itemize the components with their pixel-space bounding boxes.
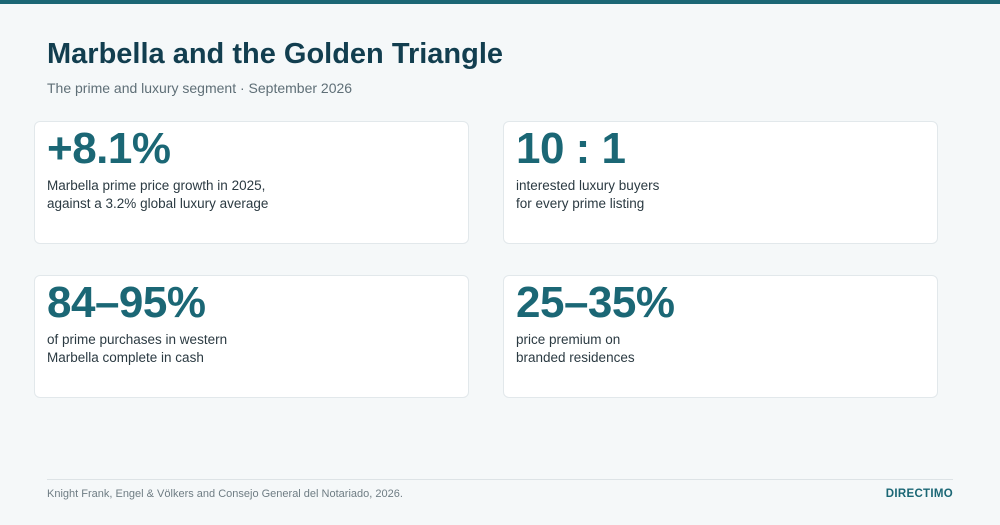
source: Knight Frank, Engel & Völkers and Consej… (47, 488, 403, 500)
stat-description: price premium on branded residences (516, 331, 635, 367)
description-line: for every prime listing (516, 196, 645, 211)
stat-card: 84–95% of prime purchases in western Marbe… (34, 275, 469, 398)
stat-card: 25–35% price premium on branded residences (503, 275, 938, 398)
stat-description: interested luxury buyers for every prime … (516, 177, 659, 213)
title: Marbella and the Golden Triangle (47, 38, 504, 70)
stat-description: of prime purchases in western Marbella co… (47, 331, 227, 367)
description-line: Marbella complete in cash (47, 350, 204, 365)
top-bar (0, 0, 1000, 4)
description-line: against a 3.2% global luxury average (47, 196, 269, 211)
stat-description: Marbella prime price growth in 2025, agai… (47, 177, 268, 213)
stat-card: 10 : 1 interested luxury buyers for every … (503, 121, 938, 244)
description-line: of prime purchases in western (47, 332, 228, 347)
description-line: interested luxury buyers (516, 178, 660, 193)
brand: DIRECTIMO (885, 488, 953, 500)
stat-value: 84–95% (47, 278, 206, 327)
stat-card: +8.1% Marbella prime price growth in 2025… (34, 121, 469, 244)
footer-rule (47, 479, 953, 480)
stat-value: 10 : 1 (516, 124, 626, 173)
description-line: branded residences (516, 350, 635, 365)
stat-value: 25–35% (516, 278, 675, 327)
description-line: Marbella prime price growth in 2025, (47, 178, 266, 193)
description-line: price premium on (516, 332, 621, 347)
stat-value: +8.1% (47, 124, 171, 173)
subtitle: The prime and luxury segment · September… (47, 80, 353, 96)
